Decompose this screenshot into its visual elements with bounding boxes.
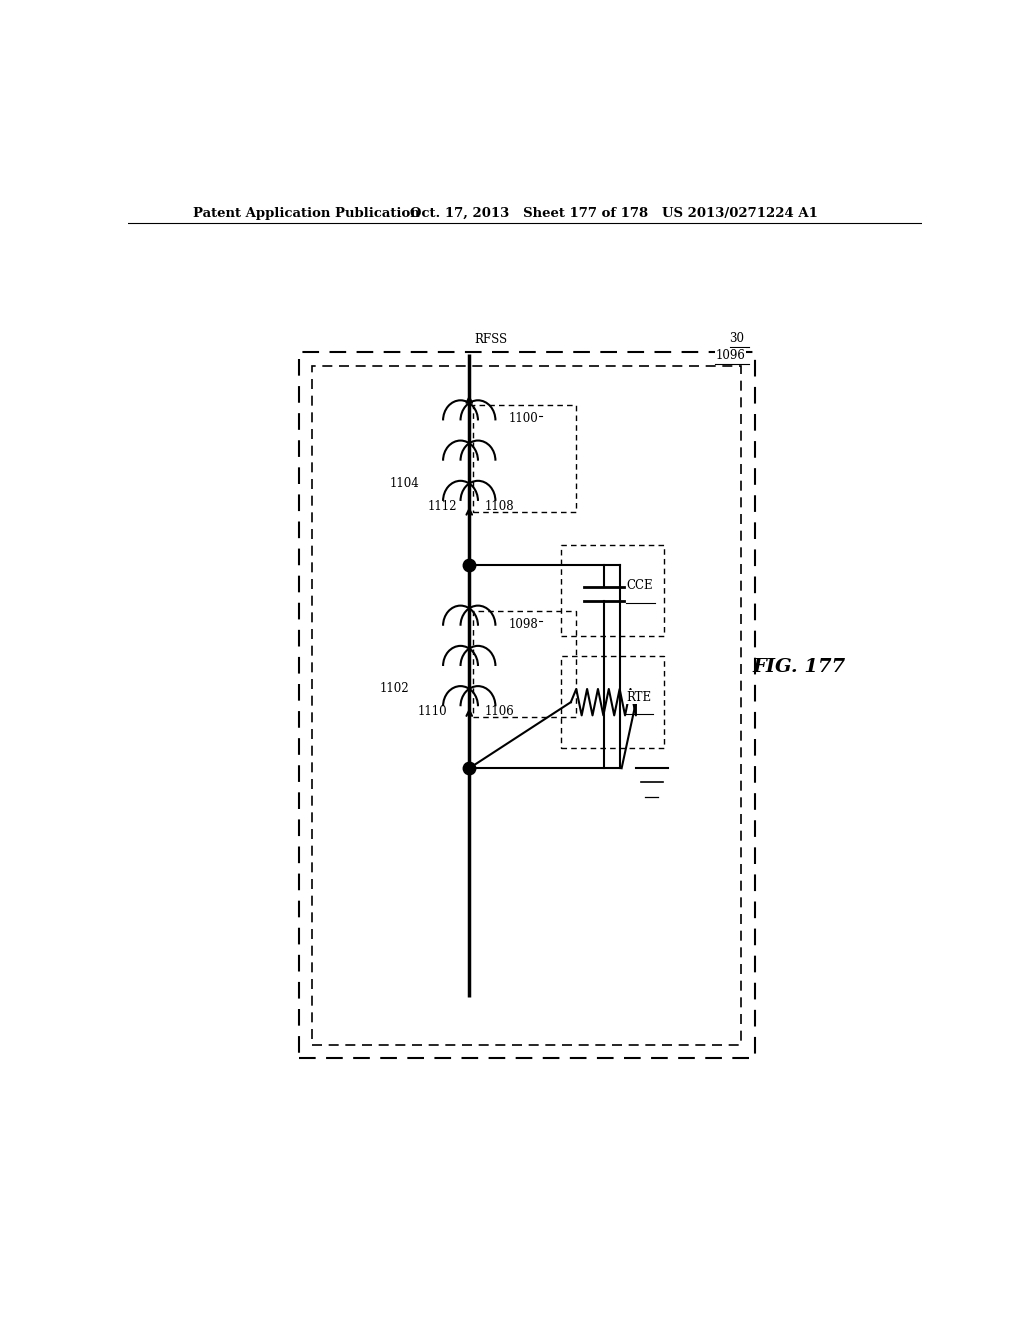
Text: 1108: 1108 xyxy=(485,499,515,512)
Text: 1098: 1098 xyxy=(509,618,539,631)
Text: 1096: 1096 xyxy=(715,348,745,362)
Text: RTE: RTE xyxy=(627,690,651,704)
Text: RFSS: RFSS xyxy=(475,334,508,346)
Text: 1102: 1102 xyxy=(380,682,410,696)
Text: 1110: 1110 xyxy=(418,705,447,718)
Text: 1100: 1100 xyxy=(509,412,539,425)
Text: 1112: 1112 xyxy=(428,499,458,512)
Text: FIG. 177: FIG. 177 xyxy=(752,657,845,676)
Text: Oct. 17, 2013   Sheet 177 of 178   US 2013/0271224 A1: Oct. 17, 2013 Sheet 177 of 178 US 2013/0… xyxy=(410,207,817,220)
Text: CCE: CCE xyxy=(627,578,653,591)
Text: 1104: 1104 xyxy=(390,477,420,490)
Text: Patent Application Publication: Patent Application Publication xyxy=(194,207,420,220)
Text: 30: 30 xyxy=(729,333,744,346)
Text: 1106: 1106 xyxy=(485,705,515,718)
